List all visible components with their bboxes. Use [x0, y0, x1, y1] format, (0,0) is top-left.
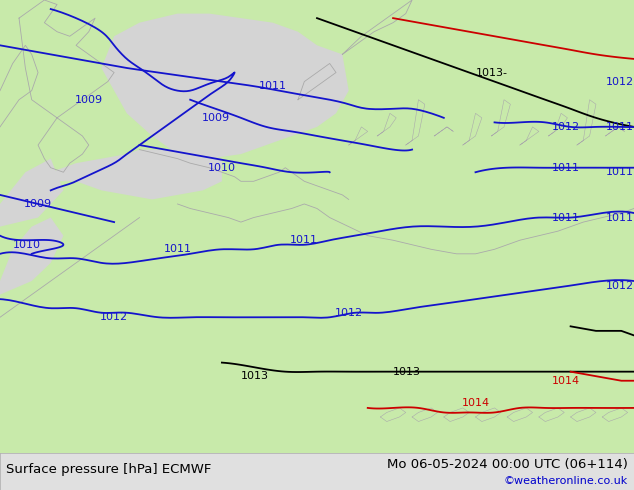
Text: 1011: 1011 [552, 163, 579, 172]
Polygon shape [0, 159, 63, 226]
Text: 1011: 1011 [605, 213, 633, 222]
Text: 1011: 1011 [164, 245, 191, 254]
Text: 1012: 1012 [335, 308, 363, 318]
Text: 1011: 1011 [259, 81, 287, 91]
Text: 1011: 1011 [290, 235, 318, 245]
Text: Mo 06-05-2024 00:00 UTC (06+114): Mo 06-05-2024 00:00 UTC (06+114) [387, 458, 628, 471]
Text: 1011: 1011 [605, 122, 633, 132]
Text: Surface pressure [hPa] ECMWF: Surface pressure [hPa] ECMWF [6, 463, 212, 476]
Text: 1010: 1010 [13, 240, 41, 250]
Text: 1013-: 1013- [476, 68, 507, 77]
Text: 1012: 1012 [605, 281, 633, 291]
Text: 1014: 1014 [462, 398, 489, 408]
Text: 1009: 1009 [75, 95, 103, 105]
Text: 1012: 1012 [605, 76, 633, 87]
Polygon shape [25, 149, 222, 199]
Polygon shape [0, 218, 63, 294]
Text: 1014: 1014 [552, 376, 579, 386]
Text: ©weatheronline.co.uk: ©weatheronline.co.uk [503, 476, 628, 486]
Text: 1010: 1010 [208, 163, 236, 172]
Text: 1012: 1012 [100, 312, 128, 322]
Text: 1013: 1013 [241, 371, 269, 381]
Text: 1011: 1011 [605, 167, 633, 177]
Text: 1011: 1011 [552, 213, 579, 222]
Text: 1009: 1009 [202, 113, 230, 123]
Text: 1013: 1013 [393, 367, 421, 377]
Text: 1012: 1012 [552, 122, 579, 132]
Text: 1009: 1009 [24, 199, 52, 209]
Polygon shape [101, 14, 349, 159]
